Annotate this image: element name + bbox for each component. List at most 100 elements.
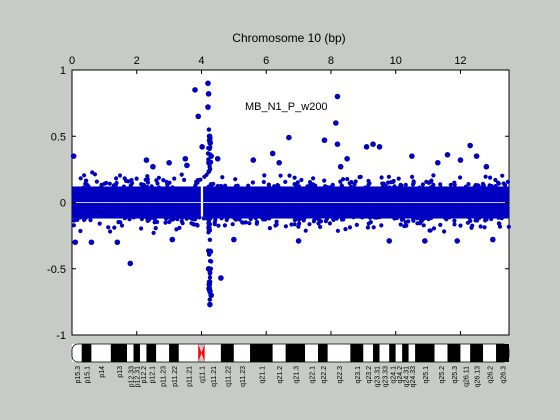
outlier-point	[321, 137, 328, 144]
bulk-point	[292, 182, 297, 187]
outlier-point	[276, 159, 282, 166]
bulk-point	[223, 183, 228, 188]
bulk-point	[386, 174, 391, 179]
bulk-point	[426, 180, 431, 185]
x-tick-label: 0	[69, 55, 75, 67]
bulk-point	[156, 175, 161, 180]
band-label: q26.3	[501, 366, 508, 384]
sample-label: MB_N1_P_w200	[245, 101, 328, 113]
bulk-point	[332, 215, 337, 220]
bulk-point	[164, 179, 169, 184]
bulk-point	[466, 182, 471, 187]
band-label: q24.2	[397, 366, 404, 384]
bulk-point	[488, 175, 493, 180]
bulk-point	[411, 180, 416, 186]
outlier-point	[370, 141, 376, 147]
outlier-point	[205, 91, 212, 97]
outlier-point	[218, 275, 224, 281]
bulk-point	[141, 182, 146, 187]
x-tick-label: 8	[328, 55, 334, 67]
outlier-point	[295, 238, 302, 244]
bulk-point	[463, 184, 468, 189]
band-label: q25.3	[452, 366, 459, 384]
y-axis: 1 0.5 0 -0.5 -1	[47, 65, 509, 342]
outlier-point	[334, 93, 341, 100]
bulk-point	[292, 222, 297, 227]
bulk-point	[198, 177, 203, 182]
y-tick-label: 0	[60, 198, 66, 210]
bulk-point	[335, 228, 340, 233]
bulk-point	[318, 224, 323, 229]
bulk-point	[330, 182, 335, 187]
bulk-point	[477, 215, 482, 220]
bulk-point	[341, 177, 346, 182]
bulk-point	[386, 185, 391, 190]
bulk-point	[267, 216, 272, 221]
bulk-point	[339, 183, 344, 188]
outlier-point	[208, 153, 214, 159]
ideogram-band	[402, 344, 409, 362]
bulk-point	[206, 145, 211, 151]
bulk-point	[493, 177, 498, 183]
band-label: q23.31	[374, 366, 381, 388]
ideogram-band	[139, 344, 147, 362]
bulk-point	[182, 177, 187, 182]
outlier-point	[344, 155, 350, 162]
bulk-point	[215, 184, 220, 189]
ideogram-band	[127, 344, 134, 362]
ideogram-band	[156, 344, 170, 362]
bulk-point	[283, 224, 288, 229]
bulk-point	[476, 183, 481, 188]
bulk-point	[299, 177, 304, 183]
bulk-point	[72, 218, 77, 223]
bulk-point	[149, 184, 154, 189]
bulk-point	[145, 174, 150, 179]
outlier-point	[207, 301, 213, 308]
bulk-point	[206, 127, 212, 132]
bulk-point	[483, 174, 488, 179]
bulk-point	[497, 215, 502, 220]
bulk-point	[235, 183, 240, 188]
bulk-point	[207, 297, 212, 302]
bulk-point	[493, 184, 498, 189]
bulk-point	[360, 215, 365, 220]
bulk-point	[253, 216, 258, 221]
band-label: q11.21	[211, 366, 218, 387]
bulk-point	[438, 222, 443, 227]
bulk-point	[345, 177, 350, 182]
bulk-point	[119, 223, 125, 228]
y-tick-label: 0.5	[51, 131, 66, 143]
outlier-point	[206, 281, 213, 288]
bulk-point	[278, 173, 283, 178]
outlier-point	[334, 141, 341, 147]
bulk-point	[410, 174, 415, 179]
bulk-point	[381, 183, 386, 188]
outlier-point	[150, 163, 156, 170]
bulk-point	[431, 182, 436, 187]
bulk-point	[207, 166, 213, 172]
bulk-point	[458, 223, 463, 228]
band-label: q25.2	[439, 366, 446, 384]
bulk-point	[287, 173, 292, 178]
ideogram-band	[373, 344, 380, 362]
bulk-point	[368, 215, 373, 220]
band-label: q22.3	[337, 366, 344, 384]
band-label: p14	[99, 366, 106, 378]
bulk-point	[179, 172, 184, 177]
bulk-point	[254, 220, 260, 225]
bulk-point	[78, 215, 83, 220]
bulk-point	[501, 181, 506, 186]
bulk-point	[201, 216, 206, 221]
bulk-point	[207, 237, 213, 242]
bulk-point	[208, 288, 213, 294]
bulk-point	[155, 181, 160, 186]
bulk-point	[306, 184, 311, 189]
ideogram-band-labels: p15.3 p15.1 p14 p13 p12.33 p12.31 p12.2 p12.1 p1…	[75, 366, 508, 388]
x-tick-label: 4	[198, 55, 204, 67]
bulk-point	[368, 220, 373, 225]
ideogram-outline	[71, 343, 510, 363]
ideogram-band	[318, 344, 328, 362]
band-label: p11.23	[161, 366, 168, 387]
bulk-point	[108, 229, 113, 234]
bulk-point	[431, 173, 436, 178]
